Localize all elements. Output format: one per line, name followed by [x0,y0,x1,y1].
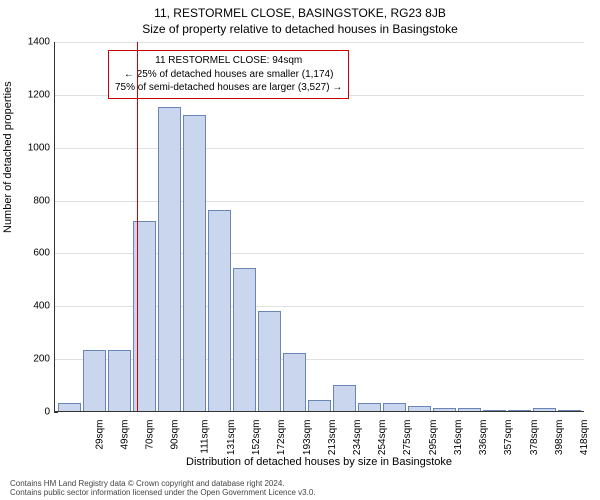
y-axis-ticks: 0200400600800100012001400 [24,42,54,412]
histogram-bar [158,107,181,411]
address-title: 11, RESTORMEL CLOSE, BASINGSTOKE, RG23 8… [0,0,600,20]
x-tick-label: 234sqm [352,420,363,456]
histogram-bar [358,403,381,411]
footer-line1: Contains HM Land Registry data © Crown c… [10,479,316,489]
y-tick-label: 1400 [20,37,50,48]
footer-line2: Contains public sector information licen… [10,488,316,498]
histogram-bar [58,403,81,411]
y-tick-label: 0 [20,407,50,418]
plot-wrap [54,42,584,412]
x-tick-label: 357sqm [504,420,515,456]
x-tick-label: 295sqm [428,420,439,456]
x-tick-label: 418sqm [579,420,590,456]
x-tick-label: 213sqm [327,420,338,456]
x-tick-label: 152sqm [251,420,262,456]
y-tick-label: 600 [20,248,50,259]
chart-subtitle: Size of property relative to detached ho… [0,20,600,36]
histogram-bar [483,410,506,411]
x-tick-label: 29sqm [94,420,105,450]
plot-area [54,42,584,412]
histogram-bar [233,268,256,411]
histogram-bar [458,408,481,411]
x-tick-label: 111sqm [199,420,210,454]
attribution-footer: Contains HM Land Registry data © Crown c… [10,479,316,498]
x-tick-label: 316sqm [453,420,464,456]
histogram-bar [408,406,431,411]
histogram-bar [533,408,556,411]
y-tick-label: 800 [20,195,50,206]
x-tick-label: 70sqm [145,420,156,450]
y-tick-label: 1200 [20,89,50,100]
histogram-bar [108,350,131,411]
x-tick-label: 49sqm [119,420,130,450]
histogram-bar [333,385,356,411]
x-tick-label: 398sqm [554,420,565,456]
x-tick-label: 254sqm [377,420,388,456]
x-tick-label: 275sqm [403,420,414,456]
x-tick-label: 90sqm [170,420,181,450]
x-axis-label: Distribution of detached houses by size … [54,456,584,468]
x-axis-ticks: 29sqm 49sqm 70sqm 90sqm 111sqm 131sqm 152sqm 17… [54,412,584,462]
y-tick-label: 200 [20,354,50,365]
histogram-bar [183,115,206,411]
y-axis-label: Number of detached properties [2,81,14,233]
x-tick-label: 131sqm [226,420,237,456]
x-tick-label: 172sqm [276,420,287,456]
histogram-bar [83,350,106,411]
property-marker-line [137,42,138,411]
histogram-bar [508,410,531,411]
x-tick-label: 336sqm [478,420,489,456]
histogram-bar [258,311,281,411]
histogram-bar [283,353,306,411]
chart-container: 11, RESTORMEL CLOSE, BASINGSTOKE, RG23 8… [0,0,600,500]
x-tick-label: 378sqm [529,420,540,456]
y-tick-label: 1000 [20,142,50,153]
histogram-bar [308,400,331,411]
histogram-bar [433,408,456,411]
histogram-bar [383,403,406,411]
histogram-bar [208,210,231,411]
x-tick-label: 193sqm [302,420,313,456]
histogram-bar [558,410,581,411]
y-tick-label: 400 [20,301,50,312]
histogram-bars [55,42,584,411]
